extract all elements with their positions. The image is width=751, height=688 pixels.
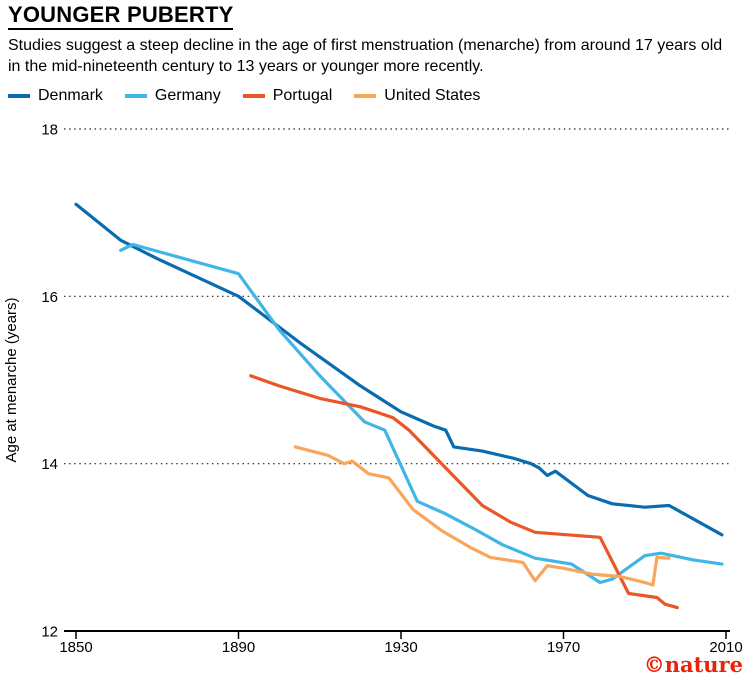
legend-swatch-portugal <box>242 94 265 98</box>
series-line-portugal <box>249 374 679 610</box>
legend-label-united-states: United States <box>384 87 481 104</box>
legend: Denmark Germany Portugal United States <box>8 86 480 106</box>
legend-swatch-united-states <box>354 94 377 98</box>
y-tick-label: 14 <box>41 456 58 473</box>
x-tick-label: 1970 <box>547 639 580 656</box>
y-axis-title: Age at menarche (years) <box>3 297 20 462</box>
legend-item-portugal: Portugal <box>242 87 333 105</box>
chart-subtitle: Studies suggest a steep decline in the a… <box>8 37 723 76</box>
legend-item-united-states: United States <box>354 87 480 105</box>
series-line-germany <box>119 242 724 585</box>
legend-swatch-denmark <box>8 94 30 98</box>
series-line-denmark <box>74 202 724 537</box>
series-line-united-states <box>293 445 671 587</box>
legend-item-germany: Germany <box>124 87 221 105</box>
page-title-text: YOUNGER PUBERTY <box>8 2 234 31</box>
legend-label-germany: Germany <box>154 87 221 104</box>
y-tick-label: 16 <box>41 289 58 306</box>
legend-item-denmark: Denmark <box>8 87 103 105</box>
nature-logo: ©nature <box>643 652 743 677</box>
y-tick-label: 18 <box>41 122 58 139</box>
legend-label-denmark: Denmark <box>38 87 103 104</box>
line-chart-svg: 12 14 16 18 1850 1890 1930 1970 2010 Age at menar… <box>3 122 743 657</box>
x-tick-label: 1930 <box>384 639 417 656</box>
x-tick-label: 1850 <box>59 639 92 656</box>
x-tick-label: 2010 <box>709 639 742 656</box>
x-tick-label: 1890 <box>222 639 255 656</box>
page-title: YOUNGER PUBERTY <box>8 2 234 31</box>
legend-label-portugal: Portugal <box>272 87 333 104</box>
y-tick-label: 12 <box>41 624 58 641</box>
legend-swatch-germany <box>124 94 147 98</box>
